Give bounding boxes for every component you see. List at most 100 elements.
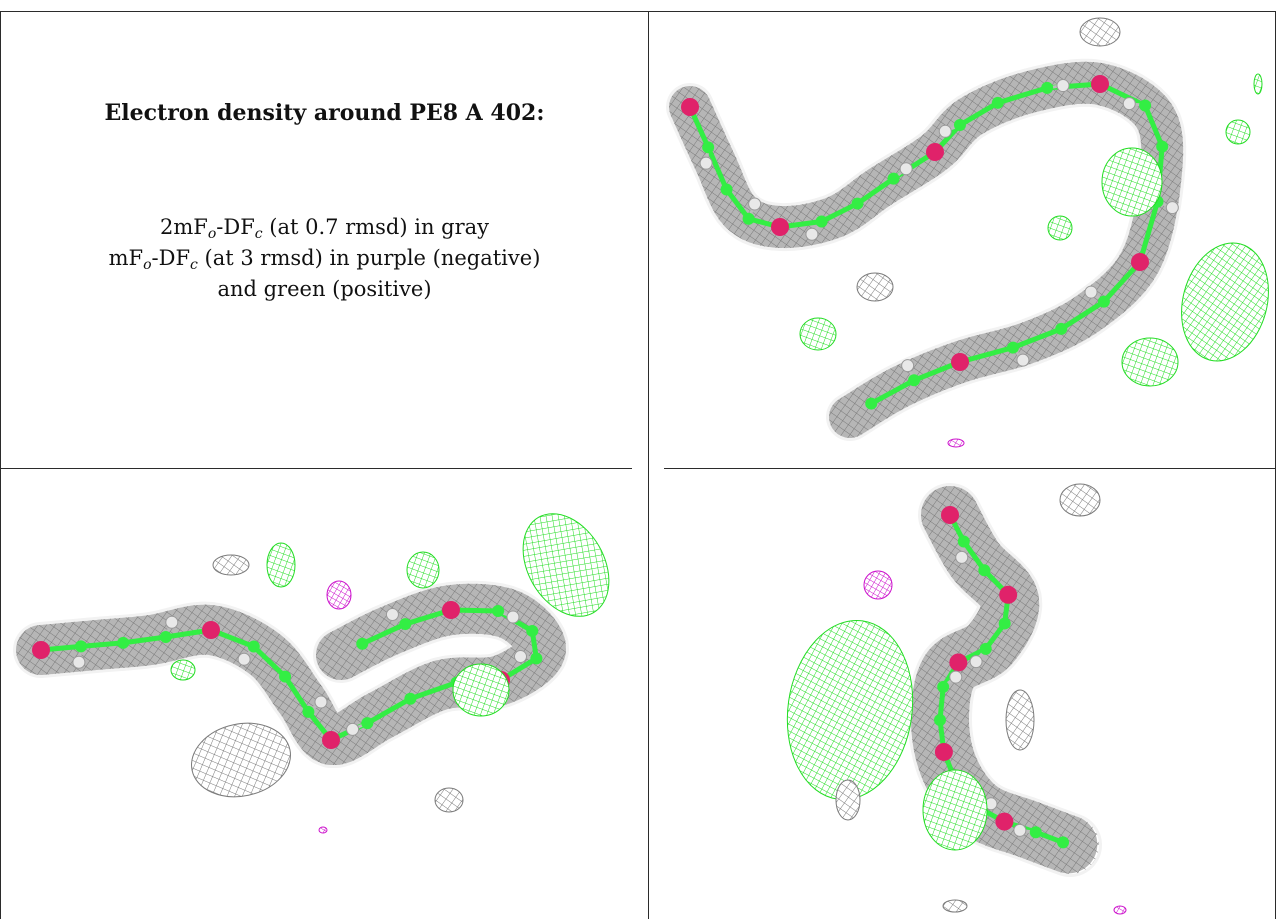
carbon-atom (934, 714, 946, 726)
oxygen-atom (995, 812, 1014, 831)
carbon-atom (404, 692, 417, 705)
oxygen-atom (771, 218, 789, 236)
hydrogen-atom (72, 655, 86, 669)
hydrogen-atom (1122, 97, 1136, 111)
density-green-blob (786, 619, 914, 801)
legend-line-2mfo: 2mFo-DFc (at 0.7 rmsd) in gray (159, 215, 490, 242)
carbon-atom (1006, 341, 1019, 354)
carbon-atom (865, 397, 878, 410)
border-left (0, 11, 1, 919)
carbon-atom (526, 624, 539, 637)
hydrogen-atom (899, 162, 913, 176)
hydrogen-atom (955, 550, 969, 564)
carbon-atom (991, 96, 1004, 109)
density-purple-fragment (318, 826, 328, 834)
carbon-atom (361, 717, 374, 730)
density-gray-fragment (434, 787, 464, 813)
oxygen-atom (32, 641, 50, 659)
border-middle-horizontal-right (664, 468, 1276, 469)
view-bottom-left (1, 470, 647, 919)
carbon-atom (302, 705, 315, 718)
density-purple-blob (326, 580, 352, 610)
hydrogen-atom (699, 156, 713, 170)
carbon-atom (742, 212, 755, 225)
density-green-blob (406, 551, 440, 589)
carbon-atom (702, 141, 715, 154)
density-green-blob (170, 659, 196, 681)
density-gray-fragment (191, 722, 291, 798)
density-green-blob (1101, 147, 1163, 217)
density-green-blob (799, 317, 837, 351)
carbon-atom (279, 670, 292, 683)
density-gray-fragment (942, 899, 968, 913)
oxygen-atom (442, 601, 460, 619)
carbon-atom (1041, 81, 1054, 94)
density-gray-fragment (1079, 17, 1121, 47)
oxygen-atom (999, 585, 1018, 604)
carbon-atom (908, 374, 921, 387)
density-green-blob (522, 513, 610, 617)
carbon-atom (530, 652, 543, 665)
hydrogen-atom (1165, 201, 1179, 215)
hydrogen-atom (938, 124, 952, 138)
hydrogen-atom (346, 722, 360, 736)
density-green-blob (922, 769, 988, 851)
carbon-atom (851, 197, 864, 210)
oxygen-atom (202, 621, 220, 639)
legend-description: 2mFo-DFc (at 0.7 rmsd) in gray mFo-DFc (… (2, 212, 647, 305)
carbon-atom (159, 631, 172, 644)
oxygen-atom (1091, 75, 1109, 93)
legend-cell: Electron density around PE8 A 402: 2mFo-… (2, 12, 647, 467)
oxygen-atom (941, 506, 959, 524)
carbon-atom (937, 680, 950, 693)
hydrogen-atom (949, 670, 963, 684)
border-middle-horizontal-left (0, 468, 632, 469)
carbon-atom (1156, 140, 1169, 153)
carbon-atom (356, 637, 369, 650)
carbon-atom (979, 642, 992, 655)
oxygen-atom (949, 653, 968, 672)
carbon-atom (953, 119, 966, 132)
hydrogen-atom (748, 197, 762, 211)
hydrogen-atom (1056, 79, 1070, 93)
density-render-bottom-right (786, 483, 1127, 915)
carbon-atom (815, 215, 828, 228)
density-green-blob (1225, 119, 1251, 145)
legend-title: Electron density around PE8 A 402: (104, 100, 545, 126)
hydrogen-atom (514, 650, 528, 664)
carbon-atom (1139, 99, 1152, 112)
border-middle-vertical (648, 11, 649, 919)
hydrogen-atom (1013, 823, 1027, 837)
carbon-atom (978, 564, 991, 577)
density-green-blob (452, 663, 510, 717)
density-green-blob (266, 542, 296, 588)
density-gray-fragment (856, 272, 894, 302)
hydrogen-atom (506, 610, 520, 624)
density-gray-fragment (1059, 483, 1101, 517)
density-gray-fragment (1005, 689, 1035, 751)
carbon-atom (74, 640, 87, 653)
carbon-atom (247, 640, 260, 653)
oxygen-atom (951, 353, 969, 371)
view-top-right (650, 12, 1275, 467)
density-gray-fragment (212, 554, 250, 576)
carbon-atom (1057, 836, 1070, 849)
view-bottom-right (650, 470, 1275, 919)
carbon-atom (117, 636, 130, 649)
density-render-bottom-left (13, 513, 610, 834)
hydrogen-atom (385, 608, 399, 622)
hydrogen-atom (805, 227, 819, 241)
hydrogen-atom (165, 615, 179, 629)
carbon-atom (957, 535, 970, 548)
legend-line-colors: and green (positive) (217, 277, 432, 301)
pe8-molecule (934, 506, 1070, 849)
density-green-blob (1181, 242, 1269, 362)
hydrogen-atom (969, 655, 983, 669)
density-render-top-right (666, 17, 1269, 448)
carbon-atom (720, 183, 733, 196)
carbon-atom (998, 617, 1011, 630)
carbon-atom (887, 172, 900, 185)
carbon-atom (492, 605, 505, 618)
oxygen-atom (322, 731, 340, 749)
pe8-molecule (681, 75, 1179, 410)
